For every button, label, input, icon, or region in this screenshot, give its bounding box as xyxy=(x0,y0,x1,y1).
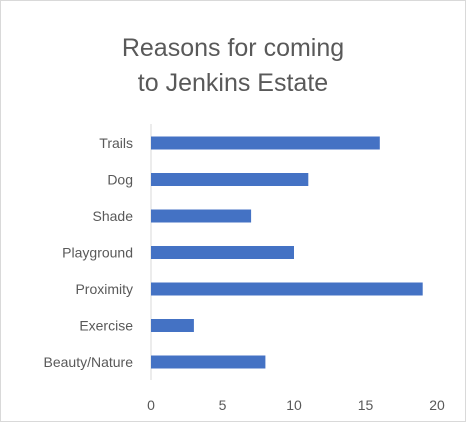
category-label: Beauty/Nature xyxy=(44,354,134,370)
category-label: Exercise xyxy=(79,318,133,334)
bar-playground xyxy=(151,246,294,259)
chart-title-line-1: Reasons for coming xyxy=(121,34,345,62)
chart-title-line-2: to Jenkins Estate xyxy=(137,69,329,97)
x-tick-label: 5 xyxy=(219,397,227,413)
bar-beauty-nature xyxy=(151,355,266,369)
bar-exercise xyxy=(151,319,194,332)
x-tick-label: 15 xyxy=(358,397,374,413)
x-tick-label: 10 xyxy=(286,397,302,413)
bar-dog xyxy=(151,173,309,186)
x-tick-label: 20 xyxy=(429,397,445,413)
bar-proximity xyxy=(151,282,423,296)
bar-shade xyxy=(151,209,252,223)
category-label: Proximity xyxy=(75,281,133,297)
category-label: Dog xyxy=(107,172,133,188)
category-label: Trails xyxy=(99,135,133,151)
category-label: Playground xyxy=(62,245,133,261)
bar-trails xyxy=(151,136,380,150)
category-label: Shade xyxy=(93,208,134,224)
x-tick-label: 0 xyxy=(147,397,155,413)
